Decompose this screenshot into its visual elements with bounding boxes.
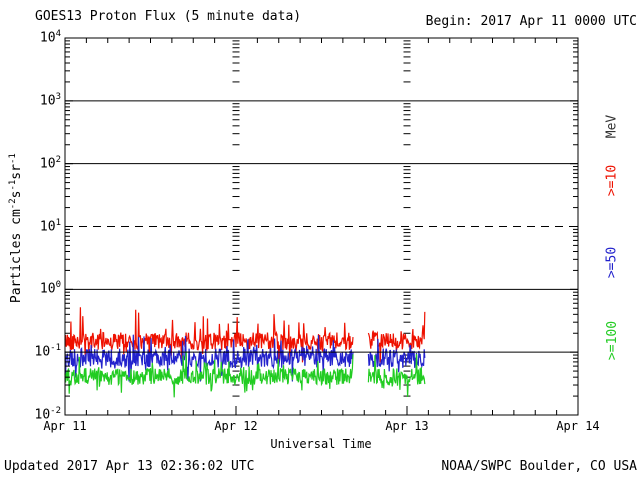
series-trace-pp50 [64, 334, 426, 382]
y-axis-label-sup: -2 [7, 198, 18, 210]
y-tick-label: 100 [39, 280, 61, 297]
y-tick-label: 102 [39, 154, 61, 171]
y-tick-label: 103 [39, 91, 61, 109]
y-tick-label: 104 [39, 29, 61, 46]
x-tick-label: Apr 12 [214, 419, 258, 433]
series-label-pp100: >=100 [604, 320, 620, 361]
series-label-pp50: >=50 [604, 246, 620, 279]
y-tick-label: 10-2 [34, 406, 62, 423]
chart-title: GOES13 Proton Flux (5 minute data) [35, 9, 302, 24]
series-trace-pp100 [64, 351, 426, 398]
credit-label: NOAA/SWPC Boulder, CO USA [441, 459, 637, 474]
x-tick-label: Apr 13 [385, 419, 429, 433]
x-tick-label: Apr 11 [43, 419, 87, 433]
y-tick-label: 10-1 [34, 343, 62, 360]
x-axis-label: Universal Time [270, 437, 372, 451]
updated-timestamp: Updated 2017 Apr 13 02:36:02 UTC [4, 459, 255, 474]
y-tick-label: 101 [39, 217, 61, 234]
x-tick-label: Apr 14 [556, 419, 600, 433]
begin-timestamp: Begin: 2017 Apr 11 0000 UTC [425, 14, 637, 29]
series-label-pp10: >=10 [604, 164, 620, 197]
mev-unit-label: MeV [604, 114, 620, 139]
